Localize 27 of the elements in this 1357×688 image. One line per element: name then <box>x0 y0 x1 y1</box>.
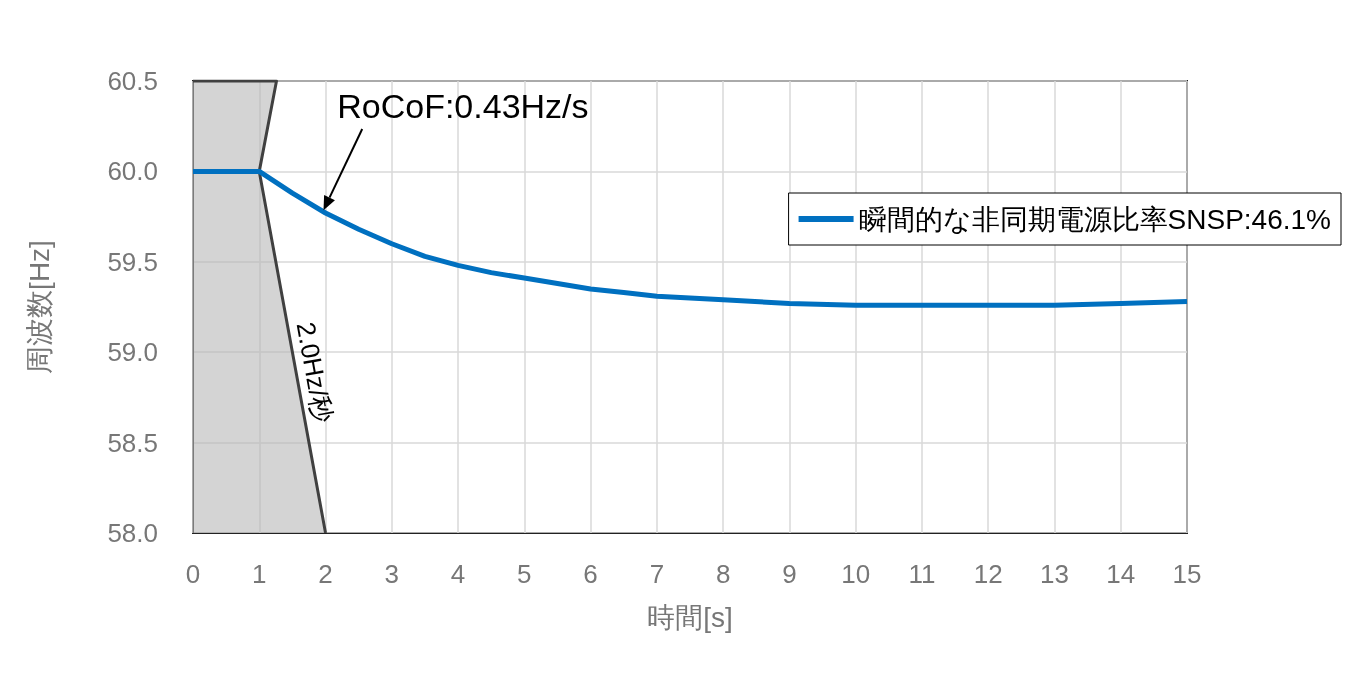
x-tick-label: 0 <box>185 559 201 589</box>
x-tick-label: 1 <box>252 559 267 589</box>
x-tick-label: 14 <box>1106 559 1136 589</box>
y-axis-title: 周波数[Hz] <box>23 240 55 374</box>
x-tick-label: 5 <box>517 559 532 589</box>
x-tick-label: 10 <box>841 559 871 589</box>
legend-label: 瞬間的な非同期電源比率SNSP:46.1% <box>858 203 1331 235</box>
y-tick-label: 60.5 <box>107 66 158 96</box>
y-tick-label: 58.5 <box>107 427 158 458</box>
x-tick-label: 3 <box>384 559 400 589</box>
x-tick-label: 7 <box>649 559 665 589</box>
x-tick-label: 12 <box>973 559 1003 589</box>
x-tick-label: 13 <box>1040 559 1069 589</box>
x-tick-label: 11 <box>908 559 936 589</box>
x-tick-label: 9 <box>782 559 797 589</box>
y-tick-label: 58.0 <box>107 518 158 548</box>
annotation: 2.0Hz/秒 <box>290 319 339 425</box>
y-tick-label: 59.5 <box>107 246 158 277</box>
x-tick-label: 15 <box>1172 559 1202 589</box>
x-tick-label: 6 <box>583 559 598 589</box>
x-tick-label: 4 <box>450 559 466 589</box>
x-tick-label: 8 <box>715 559 731 589</box>
annotation: RoCoF:0.43Hz/s <box>337 86 589 125</box>
x-axis-title: 時間[s] <box>647 601 733 633</box>
x-tick-label: 2 <box>318 559 333 589</box>
y-tick-label: 59.0 <box>107 337 158 368</box>
y-tick-label: 60.0 <box>107 156 158 187</box>
